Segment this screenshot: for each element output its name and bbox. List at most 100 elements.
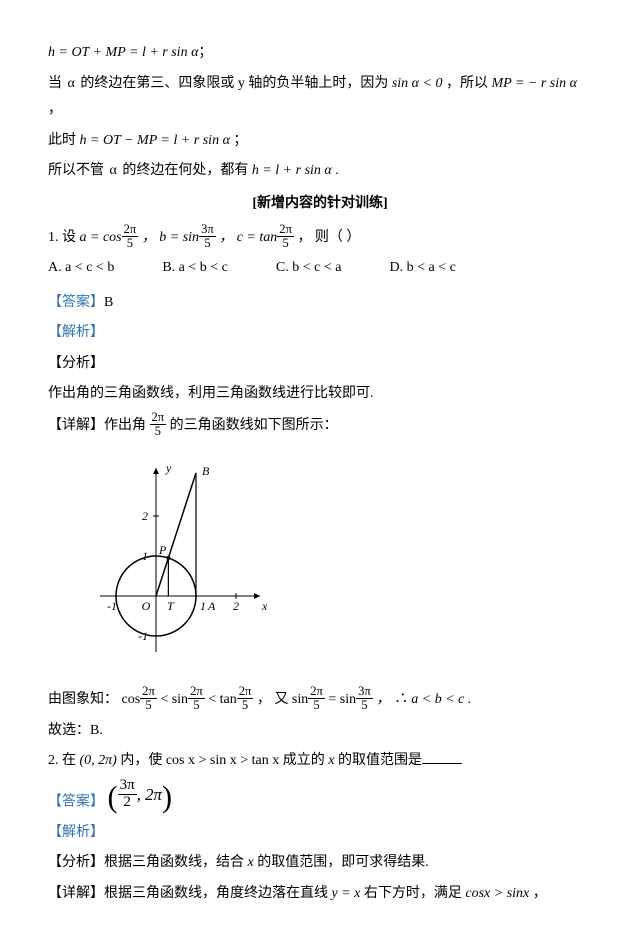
q2-detail: 【详解】根据三角函数线，角度终边落在直线 y = x 右下方时，满足 cosx … — [48, 881, 592, 908]
intro-punct-1: ； — [198, 45, 212, 60]
q1-con-f2: 2π5 — [188, 685, 205, 712]
intro-2e: ，所以 — [446, 76, 488, 91]
q1-con-f4: 2π5 — [308, 685, 325, 712]
q1-con-f5-den: 5 — [356, 699, 373, 712]
svg-text:x: x — [261, 599, 268, 613]
q1-con-f5-num: 3π — [356, 685, 373, 699]
q1-detail: 【详解】作出角 2π5 的三角函数线如下图所示： — [48, 412, 592, 440]
q1-con-cos: cos — [122, 692, 141, 707]
svg-text:-1: -1 — [107, 599, 117, 613]
q1-fenxi-label: 【分析】 — [48, 351, 592, 378]
q2-fenxi-c: 的取值范围，即可求得结果. — [257, 855, 429, 870]
q1-detail-a: 【详解】作出角 — [48, 418, 146, 433]
q1-con-f2-den: 5 — [188, 699, 205, 712]
q2-tail: 的取值范围是 — [338, 753, 422, 768]
q1-answer-value: B — [104, 295, 113, 310]
svg-text:P: P — [158, 543, 167, 557]
svg-text:B: B — [202, 463, 210, 477]
svg-text:T: T — [167, 599, 175, 613]
q2-detail-c: 右下方时，满足 — [364, 886, 462, 901]
q2-expr: cos x > sin x > tan x — [166, 753, 279, 768]
q2-mid1: 内，使 — [120, 753, 162, 768]
intro-2c: 的终边在第三、四象限或 y 轴的负半轴上时，因为 — [80, 76, 388, 91]
intro-4e: . — [335, 163, 339, 178]
q1-con-lt1: < sin — [160, 692, 188, 707]
intro-2g: ， — [48, 102, 62, 117]
q1-frac-b-den: 5 — [199, 237, 216, 250]
q1-answer: 【答案】B — [48, 290, 592, 317]
q1-con-sin: sin — [292, 692, 308, 707]
q1-con-eq: = sin — [328, 692, 356, 707]
svg-text:2: 2 — [142, 509, 148, 523]
trig-chart: -112-112OTAPByx — [88, 448, 592, 679]
q1-detail-b: 的三角函数线如下图所示： — [170, 418, 338, 433]
q2-fenxi-b: x — [248, 855, 254, 870]
q2-answer: 【答案】 ( 3π2 , 2π ) — [48, 779, 592, 816]
q1-option-d: D. b < a < c — [389, 255, 455, 282]
intro-4d: h = l + r sin α — [252, 163, 332, 178]
intro-3c: ； — [233, 133, 247, 148]
q1-a-label: a = cos — [80, 230, 122, 245]
q2-detail-d: cosx > sinx — [465, 886, 529, 901]
q1-con-a: 由图象知： — [48, 692, 118, 707]
intro-2b: α — [66, 76, 77, 91]
q1-con-lt2: < tan — [208, 692, 237, 707]
q2-jiexi-label: 【解析】 — [48, 820, 592, 847]
q1-con-f1-num: 2π — [140, 685, 157, 699]
intro-eq-1: h = OT + MP = l + r sin α — [48, 45, 198, 60]
q1-frac-c-num: 2π — [277, 223, 294, 237]
q1-con-f4-num: 2π — [308, 685, 325, 699]
q2-fenxi: 【分析】根据三角函数线，结合 x 的取值范围，即可求得结果. — [48, 850, 592, 877]
q1-jiexi-label: 【解析】 — [48, 320, 592, 347]
intro-line-3: 此时 h = OT − MP = l + r sin α ； — [48, 128, 592, 155]
q1-fenxi-body: 作出角的三角函数线，利用三角函数线进行比较即可. — [48, 381, 592, 408]
q1-frac-a-den: 5 — [122, 237, 139, 250]
q1-frac-c: 2π5 — [277, 223, 294, 250]
q1-detail-frac-den: 5 — [150, 425, 167, 438]
intro-4a: 所以不管 — [48, 163, 104, 178]
q2-detail-a: 【详解】根据三角函数线，角度终边落在直线 — [48, 886, 328, 901]
q1-b-label: ， b = sin — [142, 230, 199, 245]
q1-frac-c-den: 5 — [277, 237, 294, 250]
q1-con-f2-num: 2π — [188, 685, 205, 699]
q1-con-f3: 2π5 — [237, 685, 254, 712]
svg-text:y: y — [165, 461, 172, 475]
svg-text:2: 2 — [233, 599, 239, 613]
q1-con-mid: ， 又 — [257, 692, 289, 707]
q1-option-a: A. a < c < b — [48, 255, 114, 282]
svg-text:1: 1 — [142, 549, 148, 563]
svg-text:A: A — [207, 599, 216, 613]
q1-con-f4-den: 5 — [308, 699, 325, 712]
q1-frac-a: 2π5 — [122, 223, 139, 250]
q1-con-f3-den: 5 — [237, 699, 254, 712]
q1-frac-b-num: 3π — [199, 223, 216, 237]
trig-svg: -112-112OTAPByx — [88, 448, 288, 668]
svg-text:O: O — [142, 599, 151, 613]
q1-con-f3-num: 2π — [237, 685, 254, 699]
intro-2d: sin α < 0 — [392, 76, 443, 91]
q1-con-f5: 3π5 — [356, 685, 373, 712]
q1-tail: ， 则（ ） — [297, 230, 360, 245]
q2-ans-num: 3π — [118, 778, 137, 795]
q2-detail-b: y = x — [332, 886, 361, 901]
left-paren-icon: ( — [108, 785, 118, 809]
q1-answer-label: 【答案】 — [48, 295, 104, 310]
q1-option-b: B. a < b < c — [162, 255, 228, 282]
intro-line-1: h = OT + MP = l + r sin α； — [48, 40, 592, 67]
q2-detail-e: ， — [533, 886, 547, 901]
q2-mid2: 成立的 — [283, 753, 325, 768]
q2-ans-frac: 3π2 — [118, 778, 137, 811]
q2-stem: 2. 在 (0, 2π) 内，使 cos x > sin x > tan x 成… — [48, 748, 592, 775]
q1-conclusion: 由图象知： cos2π5 < sin2π5 < tan2π5 ， 又 sin2π… — [48, 686, 592, 714]
section-title: [新增内容的针对训练] — [48, 191, 592, 218]
q1-options: A. a < c < b B. a < b < c C. b < c < a D… — [48, 255, 592, 282]
q2-ans-den: 2 — [118, 795, 137, 811]
q1-con-f1: 2π5 — [140, 685, 157, 712]
q1-option-c: C. b < c < a — [276, 255, 342, 282]
q2-answer-interval: ( 3π2 , 2π ) — [108, 779, 173, 812]
intro-line-2: 当 α 的终边在第三、四象限或 y 轴的负半轴上时，因为 sin α < 0 ，… — [48, 71, 592, 124]
svg-text:-1: -1 — [138, 629, 148, 643]
q1-detail-frac: 2π5 — [150, 411, 167, 438]
q1-number: 1. 设 — [48, 230, 76, 245]
q2-xvar: x — [328, 753, 334, 768]
